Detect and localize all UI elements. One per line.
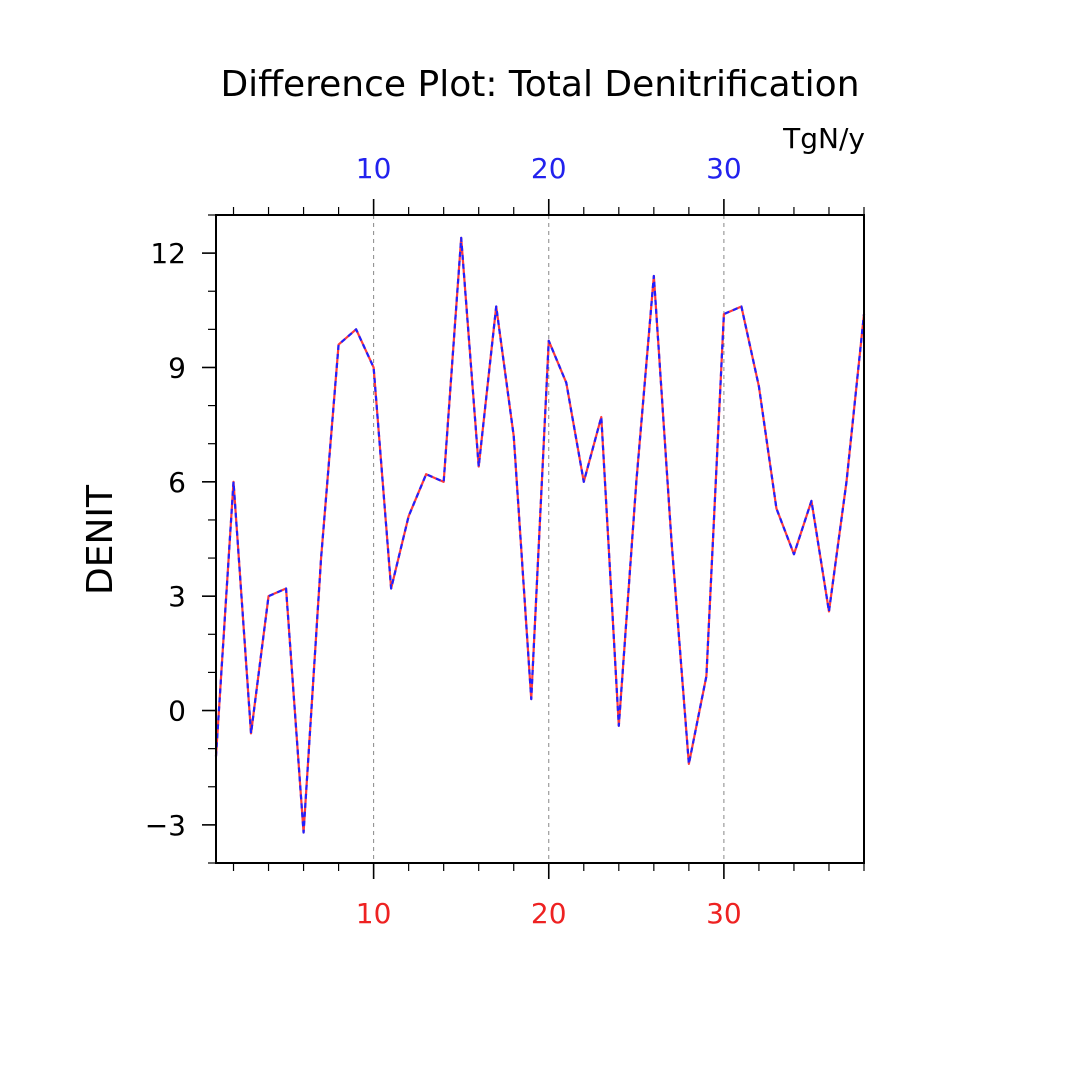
series-lines [214,236,866,834]
y-axis-label: DENIT [80,484,121,595]
x-tick-label-top: 20 [531,152,567,185]
y-tick-label: 0 [168,695,186,728]
y-tick-label: 9 [168,351,186,384]
x-tick-label-bottom: 20 [531,897,567,930]
y-tick-label: 3 [168,580,186,613]
x-tick-label-bottom: 30 [706,897,742,930]
y-tick-label: 12 [150,237,186,270]
y-ticks: −3 0 3 6 9 12 [145,214,216,864]
y-tick-label: 6 [168,466,186,499]
chart-title: Difference Plot: Total Denitrification [220,64,859,105]
units-label: TgN/y [782,122,865,155]
x-tick-label-bottom: 10 [356,897,392,930]
x-ticks: 10 10 20 20 30 30 [232,152,865,930]
series-line [214,236,866,834]
x-tick-label-top: 10 [356,152,392,185]
plot-frame [215,214,865,864]
x-tick-label-top: 30 [706,152,742,185]
y-tick-label: −3 [145,809,186,842]
